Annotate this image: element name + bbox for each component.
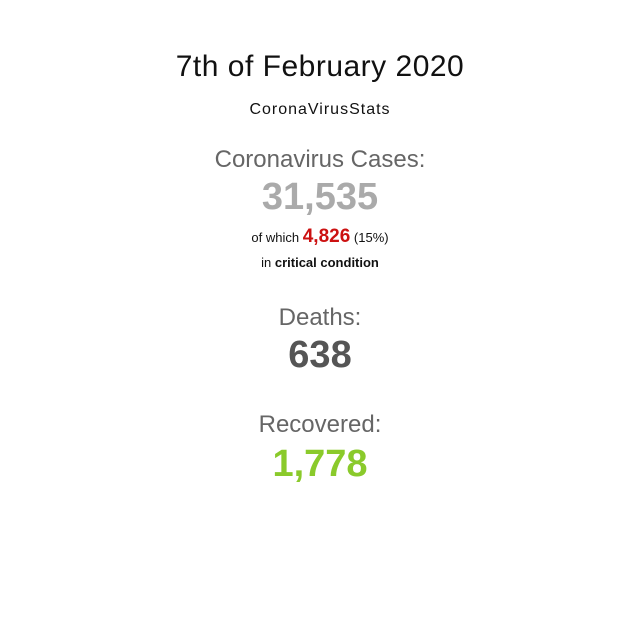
cases-value: 31,535 bbox=[261, 176, 379, 218]
critical-condition-line: in critical condition bbox=[0, 255, 640, 270]
critical-prefix: of which bbox=[251, 230, 300, 245]
cases-label: Coronavirus Cases: bbox=[214, 146, 426, 173]
critical-value: 4,826 bbox=[302, 226, 351, 247]
recovered-label: Recovered: bbox=[258, 411, 382, 438]
deaths-label: Deaths: bbox=[278, 304, 362, 331]
recovered-value: 1,778 bbox=[272, 443, 368, 485]
deaths-value: 638 bbox=[288, 334, 352, 376]
critical-summary: of which 4,826 (15%) bbox=[0, 226, 640, 248]
site-name: CoronaVirusStats bbox=[249, 101, 391, 118]
page-title: 7th of February 2020 bbox=[175, 50, 465, 83]
critical-percent: (15%) bbox=[353, 230, 389, 245]
critical-condition-label: critical condition bbox=[274, 255, 379, 270]
critical-line2-prefix: in bbox=[261, 255, 272, 270]
